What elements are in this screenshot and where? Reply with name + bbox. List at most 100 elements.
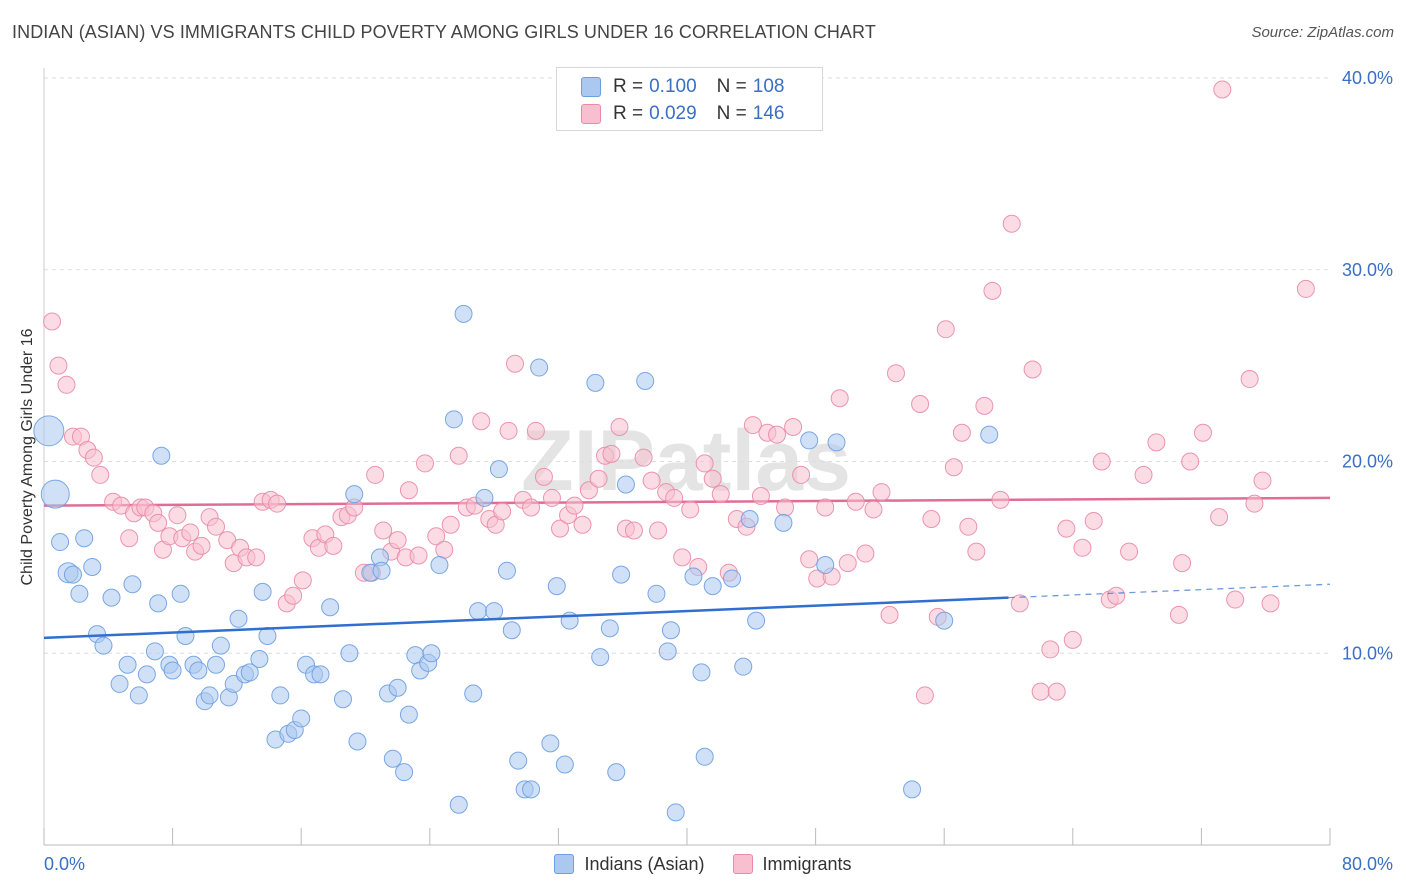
r-value: 0.100 (649, 76, 697, 97)
immigrants-point (936, 320, 955, 339)
immigrants-point (695, 454, 714, 473)
immigrants-point (168, 506, 187, 525)
indians-trend-extension (1008, 583, 1331, 599)
immigrants-point (1213, 80, 1232, 99)
immigrants-point (1245, 494, 1264, 513)
n-label: N = (716, 103, 747, 124)
immigrants-point (975, 396, 994, 415)
indians-point (541, 734, 560, 753)
immigrants-point (522, 498, 541, 517)
indians-point (475, 488, 494, 507)
indians-point (40, 479, 70, 509)
immigrants-point (1181, 452, 1200, 471)
immigrants-point (427, 527, 446, 546)
indians-point (271, 686, 290, 705)
immigrants-point (1147, 433, 1166, 452)
legend-item-indians[interactable]: Indians (Asian) (554, 853, 705, 875)
immigrants-point (192, 536, 211, 555)
immigrants-point (816, 498, 835, 517)
indians-point (489, 460, 508, 479)
indians-point (33, 415, 65, 447)
indians-point (747, 611, 766, 630)
immigrants-point (703, 469, 722, 488)
immigrants-point (472, 412, 491, 431)
indians-point (102, 588, 121, 607)
immigrants-point (1010, 594, 1029, 613)
indians-point (383, 749, 402, 768)
immigrants-point (922, 510, 941, 529)
r-label: R = (613, 76, 644, 97)
indians-point (607, 763, 626, 782)
source-label: Source: ZipAtlas.com (1251, 24, 1394, 41)
indians-point (903, 780, 922, 799)
immigrants-point (324, 536, 343, 555)
legend-label: Indians (Asian) (584, 853, 705, 874)
indians-point (547, 577, 566, 596)
immigrants-point (84, 448, 103, 467)
immigrants-point (743, 416, 762, 435)
immigrants-point (681, 500, 700, 519)
immigrants-point (1240, 370, 1259, 389)
immigrants-point (1253, 471, 1272, 490)
immigrants-point (784, 417, 803, 436)
immigrants-point (1134, 465, 1153, 484)
immigrants-point (441, 515, 460, 534)
immigrants-point (207, 517, 226, 536)
immigrants-point (1173, 554, 1192, 573)
immigrants-point (602, 444, 621, 463)
immigrants-point (983, 281, 1002, 300)
indians-point (75, 529, 94, 548)
immigrants-point (534, 467, 553, 486)
immigrants-point (959, 517, 978, 536)
n-value: 146 (752, 103, 785, 124)
indians-point (340, 644, 359, 663)
indians-point (129, 686, 148, 705)
immigrants-point (792, 465, 811, 484)
immigrants-point (1057, 519, 1076, 538)
legend-item-immigrants[interactable]: Immigrants (732, 854, 852, 875)
immigrants-point (610, 417, 629, 436)
immigrants-points (43, 80, 1315, 705)
immigrants-point (409, 546, 428, 565)
indians-point (253, 582, 272, 601)
indians-point (612, 565, 631, 584)
immigrants-point (399, 481, 418, 500)
indians-point (692, 663, 711, 682)
immigrants-point (493, 502, 512, 521)
indians-point (163, 661, 182, 680)
immigrants-point (120, 529, 139, 548)
immigrants-point (846, 492, 865, 511)
immigrants-point (856, 544, 875, 563)
immigrants-point (366, 465, 385, 484)
indians-point (63, 565, 82, 584)
indians-point (636, 371, 655, 390)
stats-row-indians: R = 0.100 N = 108 (581, 75, 784, 99)
immigrants-point (149, 513, 168, 532)
immigrants-point (589, 469, 608, 488)
immigrants-point (551, 519, 570, 538)
immigrants-point (1169, 605, 1188, 624)
n-label: N = (716, 76, 747, 97)
indians-point (399, 705, 418, 724)
immigrants-point (1063, 630, 1082, 649)
indians-point (464, 684, 483, 703)
immigrants-point (1092, 452, 1111, 471)
immigrants-point (247, 548, 266, 567)
immigrants-point (1023, 360, 1042, 379)
immigrants-point (800, 550, 819, 569)
immigrants-point (505, 354, 524, 373)
indians-point (171, 584, 190, 603)
immigrants-point (776, 498, 795, 517)
x-tick-label: 80.0% (1342, 854, 1393, 874)
indians-point (118, 655, 137, 674)
immigrants-point (268, 494, 287, 513)
immigrants-point (711, 485, 730, 504)
indians-point (774, 513, 793, 532)
indians-legend-swatch (554, 854, 575, 874)
indians-point (485, 602, 504, 621)
immigrants-point (967, 542, 986, 561)
immigrants-point (526, 421, 545, 440)
immigrants-point (565, 496, 584, 515)
indians-point (444, 410, 463, 429)
indians-point (827, 433, 846, 452)
